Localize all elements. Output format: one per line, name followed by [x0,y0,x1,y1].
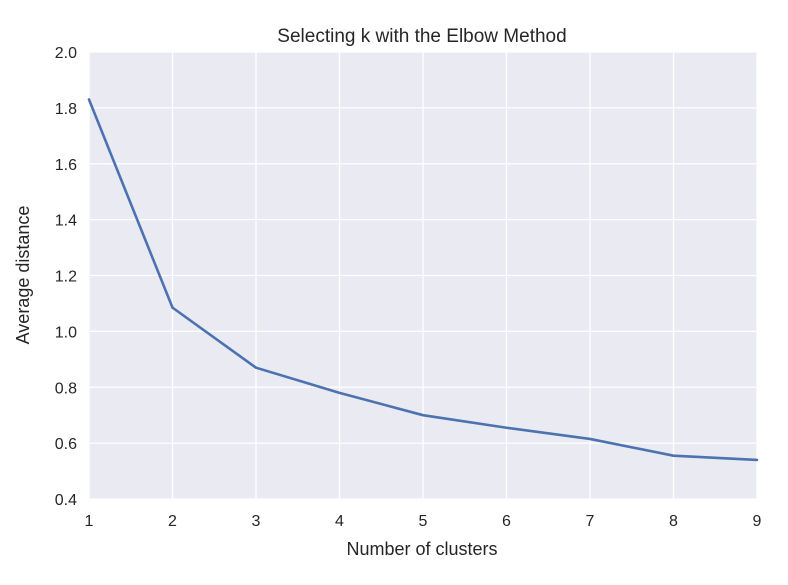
series-layer [87,98,759,462]
y-tick-label: 1.8 [55,101,77,118]
y-tick-label: 2.0 [55,45,77,62]
grid-layer [88,51,758,500]
x-tick-labels: 1 2 3 4 5 6 7 8 9 [85,513,762,530]
x-tick-label: 1 [85,513,94,530]
y-tick-label: 1.6 [55,157,77,174]
y-tick-labels: 0.4 0.6 0.8 1.0 1.2 1.4 1.6 1.8 2.0 [55,45,77,509]
x-tick-label: 7 [586,513,595,530]
x-axis-label: Number of clusters [346,539,497,559]
y-tick-label: 1.4 [55,213,77,230]
x-tick-label: 8 [669,513,678,530]
y-tick-label: 0.4 [55,492,77,509]
x-tick-label: 3 [252,513,261,530]
y-tick-label: 1.2 [55,269,77,286]
y-tick-label: 0.6 [55,436,77,453]
series-line [87,98,759,462]
x-tick-label: 2 [168,513,177,530]
x-tick-label: 5 [419,513,428,530]
x-tick-label: 9 [753,513,762,530]
y-tick-label: 1.0 [55,324,77,341]
chart-title: Selecting k with the Elbow Method [277,26,566,47]
y-axis-label: Average distance [13,206,33,345]
x-tick-label: 4 [335,513,344,530]
y-tick-label: 0.8 [55,380,77,397]
x-tick-label: 6 [502,513,511,530]
